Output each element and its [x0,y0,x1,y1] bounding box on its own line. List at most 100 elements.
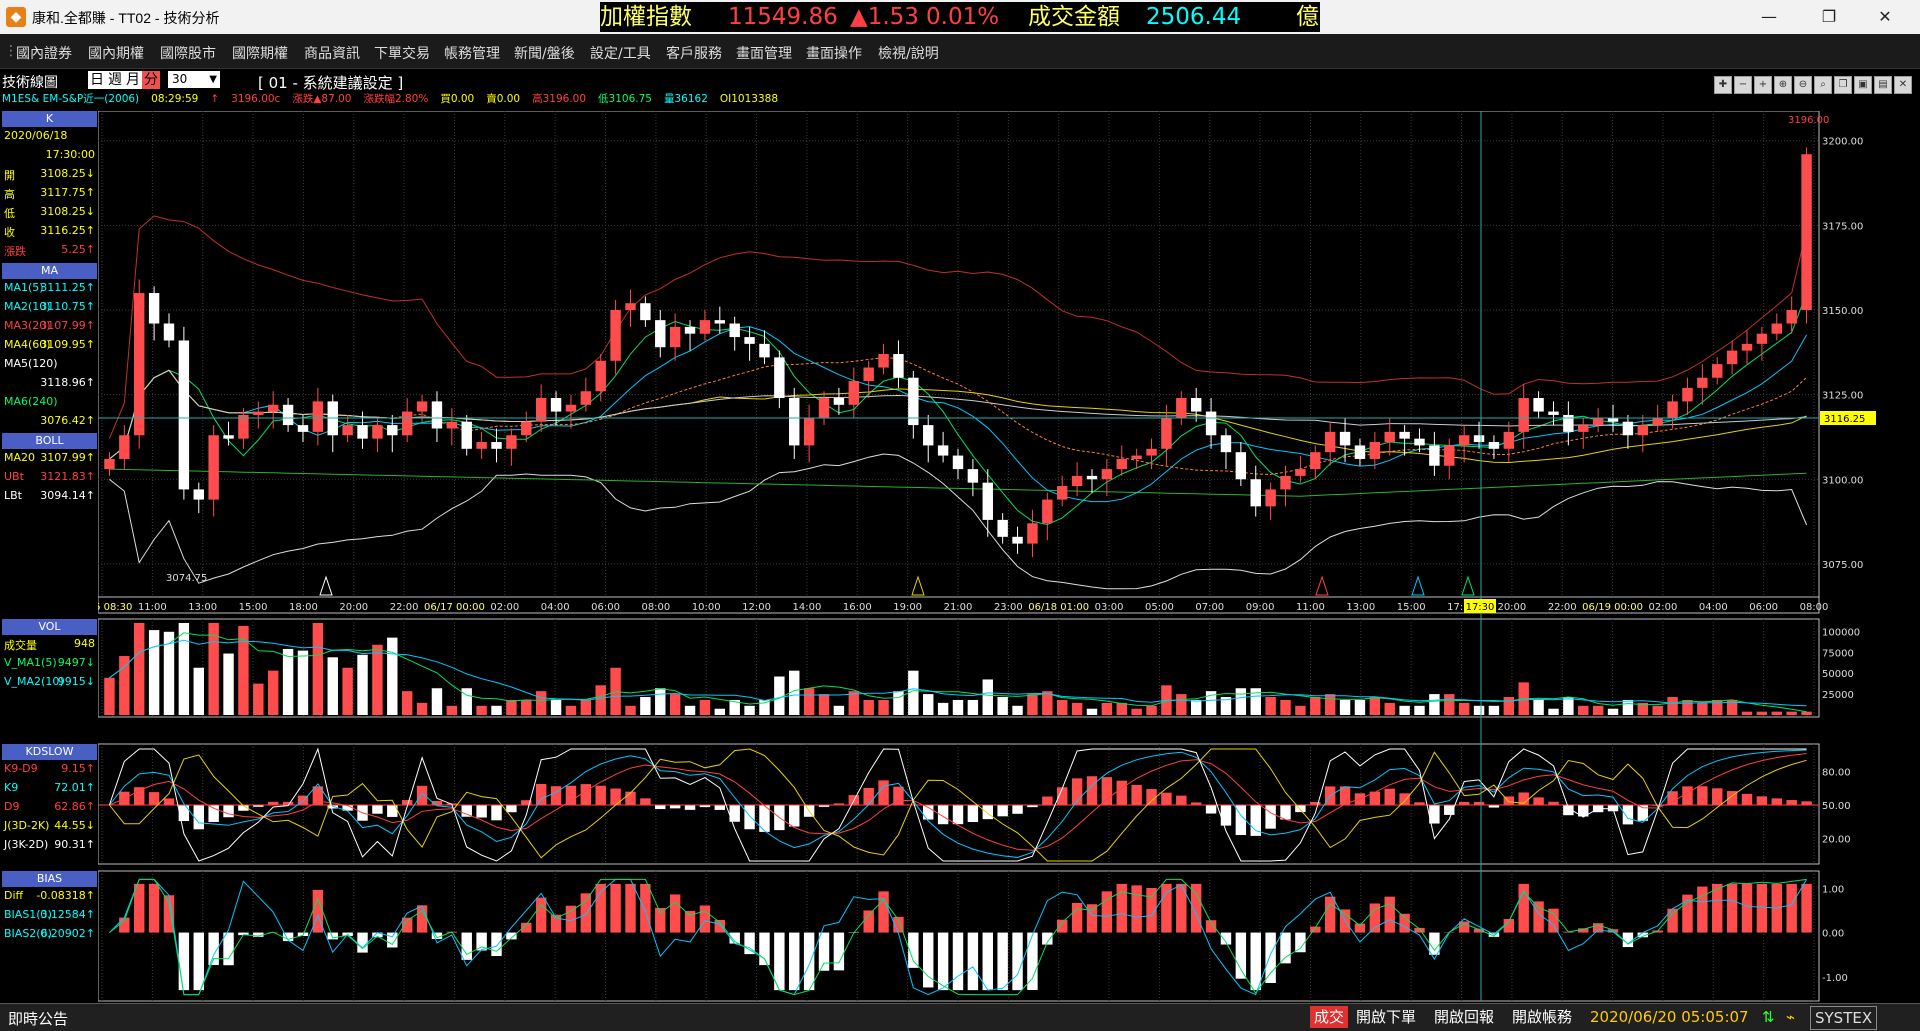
bias1-row: BIAS1(3)0.12584↑ [2,908,95,924]
bias-bar [536,898,546,933]
menu-item-intl-stocks[interactable]: 國際股市 [160,43,216,63]
cursor-price-label: 3116.25 [1824,414,1865,425]
volume-bar [983,679,993,715]
volume-bar [685,706,695,715]
menu-item-service[interactable]: 客戶服務 [666,43,722,63]
zoom-in-icon[interactable]: ⊕ [1774,76,1792,94]
kd-diff-bar [1012,805,1022,814]
candle-body [1072,476,1082,486]
volume-bar [268,671,278,715]
search-icon[interactable]: ⌕ [1814,76,1832,94]
time-tick: 06:00 [591,602,620,613]
plus-icon[interactable]: + [1754,76,1772,94]
save-icon[interactable]: ▣ [1854,76,1872,94]
menu-item-account[interactable]: 帳務管理 [444,43,500,63]
kd-diff-bar [1399,793,1409,805]
volume-bar [1504,697,1514,715]
bias-bar [863,910,873,932]
menu-item-domestic-futures[interactable]: 國內期權 [88,43,144,63]
volume-bar [1146,706,1156,715]
kd-diff-bar [1146,789,1156,805]
menu-item-intl-futures[interactable]: 國際期權 [232,43,288,63]
menu-item-domestic-securities[interactable]: 國內證券 [16,43,72,63]
open-account-button[interactable]: 開啟帳務 [1508,1006,1576,1028]
candle-body [968,469,978,483]
volume-bar [1027,694,1037,715]
volume-bar [104,678,114,715]
kd-j1-row: J(3D-2K)44.55↓ [2,819,95,835]
open-order-button[interactable]: 開啟下單 [1352,1006,1420,1028]
candle-body [1772,324,1782,334]
candle-body [938,445,948,455]
volume-bar [432,688,442,715]
candle-body [223,435,233,438]
signal-triangle-icon [1316,577,1328,595]
time-tick: 06/18 01:00 [1028,602,1089,613]
kd-diff-bar [744,805,754,829]
period-day-button[interactable]: 日 [88,71,106,89]
period-week-button[interactable]: 週 [106,71,124,89]
volume-bar [1667,697,1677,715]
candle-body [432,401,442,428]
status-datetime: 2020/06/20 05:05:07 [1586,1006,1753,1028]
menu-item-screen-ops[interactable]: 畫面操作 [806,43,862,63]
candle-body [804,418,814,445]
volume-bar [447,706,457,715]
volume-bar [179,623,189,715]
volume-bar [968,700,978,715]
volume-bar [1355,700,1365,715]
quote-low: 低3106.75 [598,93,652,105]
crosshair-icon[interactable]: ✚ [1714,76,1732,94]
volume-bar [819,694,829,715]
print-icon[interactable]: ▤ [1874,76,1892,94]
period-month-button[interactable]: 月 [124,71,142,89]
menu-item-order[interactable]: 下單交易 [374,43,430,63]
time-tick: 06/19 00:00 [1582,602,1643,613]
interval-select[interactable]: 30 ▼ [168,71,220,88]
volume-bar [953,700,963,715]
trade-button[interactable]: 成交 [1310,1006,1348,1028]
volume-bar [1593,706,1603,715]
maximize-button[interactable]: ❐ [1806,0,1852,34]
close-panel-icon[interactable]: ✕ [1894,76,1912,94]
menu-item-settings[interactable]: 設定/工具 [590,43,651,63]
candle-body [1355,445,1365,459]
bias-bar [878,891,888,932]
zoom-out-icon[interactable]: ⊖ [1794,76,1812,94]
copy-icon[interactable]: ❐ [1834,76,1852,94]
bias-bar [1027,933,1037,990]
kd-diff-bar [417,786,427,805]
setting-label[interactable]: [ 01 - 系統建議設定 ] [258,72,403,93]
time-tick: 20:00 [1497,602,1526,613]
volume-bar [1251,688,1261,715]
volume-bar [208,623,218,715]
minimize-button[interactable]: — [1746,0,1792,34]
grid-lines [98,111,1819,1001]
announcement-label[interactable]: 即時公告 [8,1008,68,1029]
volume-bar [223,654,233,715]
volume-bar [1742,712,1752,715]
technical-chart[interactable]: 3200.003175.003150.003125.003100.003075.… [98,111,1920,1003]
kd-diff-bar [566,786,576,805]
quote-sell: 賣0.00 [486,93,520,105]
candle-body [1161,418,1171,448]
kd-diff-bar [194,805,204,829]
menu-item-help[interactable]: 檢視/說明 [878,43,939,63]
menu-item-screen-manage[interactable]: 畫面管理 [736,43,792,63]
menu-item-news[interactable]: 新聞/盤後 [514,43,575,63]
period-selector: 日週月分 [88,71,160,89]
menu-item-product-info[interactable]: 商品資訊 [304,43,360,63]
candle-body [1742,344,1752,351]
time-tick: 06:00 [1749,602,1778,613]
volume-bar [893,691,903,715]
open-report-button[interactable]: 開啟回報 [1430,1006,1498,1028]
bias-bar [357,933,367,953]
minus-icon[interactable]: − [1734,76,1752,94]
bias-bar [819,933,829,971]
kd-diff-bar [685,805,695,810]
period-minute-button[interactable]: 分 [142,71,160,89]
close-button[interactable]: ✕ [1862,0,1908,34]
